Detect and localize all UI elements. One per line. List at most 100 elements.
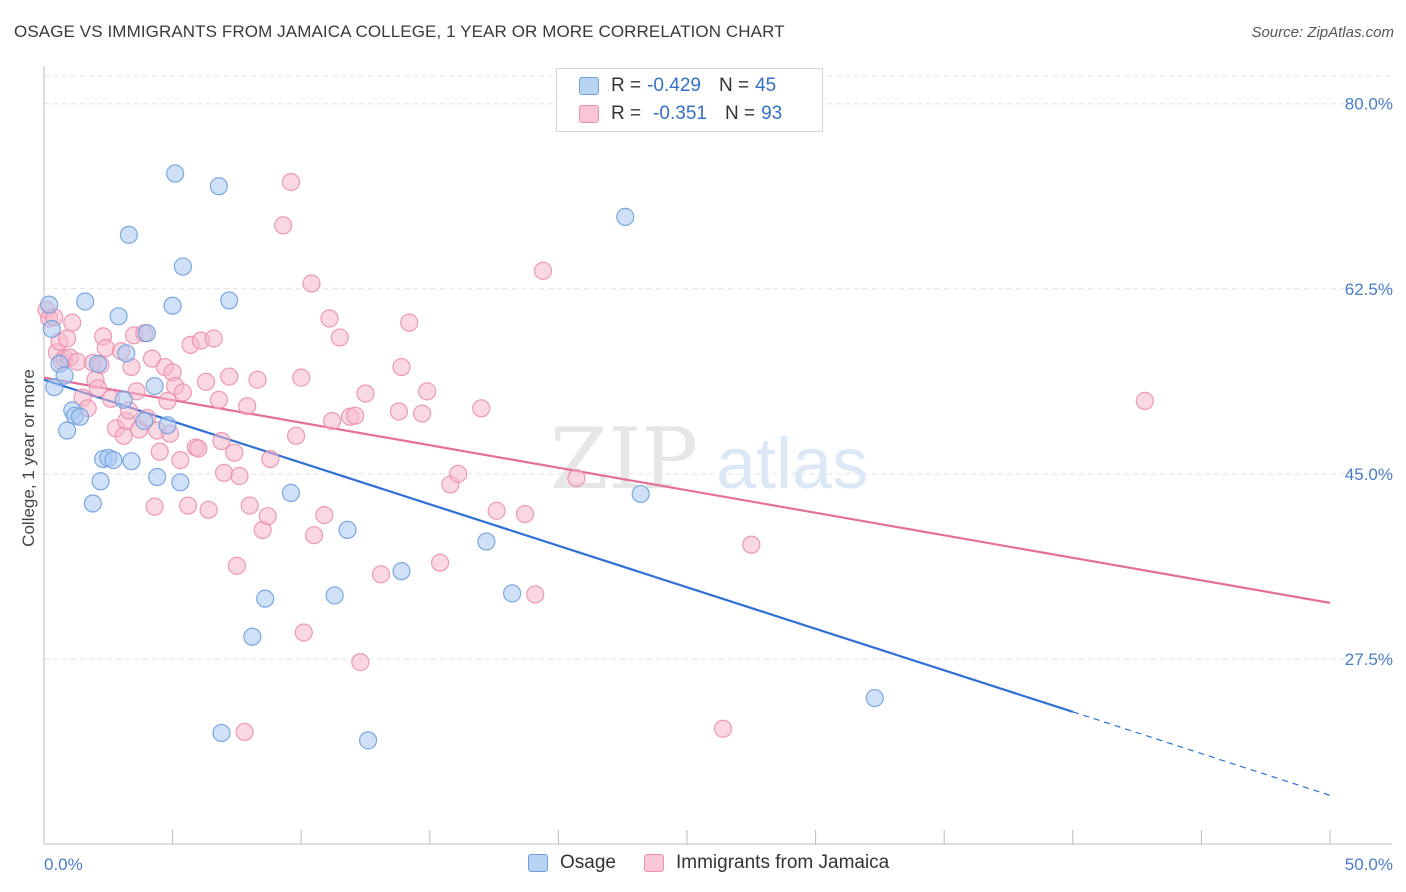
tick-labels: 80.0% 62.5% 45.0% 27.5% 0.0% 50.0% xyxy=(44,95,1393,874)
osage-point xyxy=(358,731,378,750)
osage-point xyxy=(58,421,77,440)
watermark-zip: ZIP xyxy=(550,410,698,508)
osage-point xyxy=(119,225,138,244)
osage-point xyxy=(281,483,301,502)
jamaica-point xyxy=(567,468,586,488)
jamaica-point xyxy=(196,372,216,391)
jamaica-point xyxy=(281,172,301,192)
jamaica-point xyxy=(178,496,198,515)
x-tick-label: 0.0% xyxy=(44,855,83,874)
y-tick-label: 45.0% xyxy=(1345,465,1393,484)
jamaica-point xyxy=(204,329,223,348)
jamaica-point xyxy=(400,313,419,332)
jamaica-point xyxy=(274,216,293,235)
jamaica-point xyxy=(238,397,257,416)
osage-point xyxy=(91,472,110,491)
jamaica-point xyxy=(515,504,535,524)
jamaica-point xyxy=(68,352,87,371)
osage-point xyxy=(117,344,136,363)
r-label: R = xyxy=(611,103,642,124)
legend-item-jamaica[interactable]: Immigrants from Jamaica xyxy=(643,852,890,874)
jamaica-point xyxy=(713,719,733,738)
series-legend: Osage Immigrants from Jamaica xyxy=(528,852,917,874)
jamaica-point xyxy=(292,368,311,387)
osage-swatch xyxy=(528,854,548,872)
legend-label-osage: Osage xyxy=(560,852,616,873)
osage-point xyxy=(477,532,496,551)
jamaica-point xyxy=(63,313,82,332)
y-tick-label: 27.5% xyxy=(1345,650,1393,669)
osage-point xyxy=(135,411,154,431)
osage-point xyxy=(171,473,190,492)
legend-label-jamaica: Immigrants from Jamaica xyxy=(675,852,890,873)
jamaica-point xyxy=(158,391,177,410)
osage-point xyxy=(55,366,74,385)
jamaica-point xyxy=(371,565,391,584)
jamaica-swatch xyxy=(579,105,599,123)
legend-row-osage: R = -0.429 N = 45 xyxy=(579,73,776,99)
jamaica-point xyxy=(58,329,77,348)
osage-point xyxy=(42,319,61,339)
jamaica-point xyxy=(227,556,246,575)
osage-point xyxy=(83,494,102,513)
osage-point xyxy=(212,723,231,743)
jamaica-point xyxy=(412,404,432,423)
n-value-osage: 45 xyxy=(755,75,777,96)
jamaica-point xyxy=(114,426,133,445)
jamaica-point xyxy=(199,500,218,519)
jamaica-point xyxy=(418,382,437,401)
osage-swatch xyxy=(579,77,599,95)
osage-point xyxy=(148,467,167,487)
legend-row-jamaica: R = -0.351 N = 93 xyxy=(579,101,782,127)
jamaica-point xyxy=(150,442,169,461)
jamaica-point xyxy=(212,431,231,451)
jamaica-point xyxy=(173,383,192,402)
osage-point xyxy=(122,452,141,471)
jamaica-point xyxy=(322,411,342,431)
jamaica-point xyxy=(1135,391,1154,410)
jamaica-point xyxy=(351,653,370,672)
legend-item-osage[interactable]: Osage xyxy=(528,852,616,874)
source-credit: Source: ZipAtlas.com xyxy=(1251,24,1394,41)
chart-title: OSAGE VS IMMIGRANTS FROM JAMAICA COLLEGE… xyxy=(14,22,785,41)
correlation-legend: R = -0.429 N = 45 R = -0.351 N = 93 xyxy=(556,68,823,132)
jamaica-point xyxy=(220,367,239,386)
osage-point xyxy=(256,589,275,608)
jamaica-point xyxy=(294,623,313,642)
osage-point xyxy=(209,177,228,196)
jamaica-point xyxy=(330,328,349,347)
r-label: R = xyxy=(611,75,642,96)
n-label: N = xyxy=(724,103,756,124)
osage-point xyxy=(616,207,635,226)
jamaica-point xyxy=(142,349,162,368)
jamaica-point xyxy=(315,506,334,525)
jamaica-point xyxy=(430,553,450,572)
jamaica-point xyxy=(392,357,411,377)
jamaica-point xyxy=(96,338,115,358)
jamaica-point xyxy=(320,309,339,328)
jamaica-point xyxy=(286,426,306,445)
jamaica-point xyxy=(209,390,228,409)
osage-point xyxy=(631,484,650,504)
jamaica-point xyxy=(472,399,491,418)
osage-point xyxy=(145,376,164,396)
jamaica-point xyxy=(214,463,234,482)
osage-point xyxy=(88,354,108,373)
jamaica-point xyxy=(248,370,267,389)
jamaica-point xyxy=(240,496,259,515)
r-value-jamaica: -0.351 xyxy=(653,103,707,124)
data-points xyxy=(37,164,1154,750)
osage-point xyxy=(338,520,357,540)
osage-point xyxy=(137,324,156,343)
grid-lines xyxy=(44,75,1392,660)
y-tick-label: 62.5% xyxy=(1345,280,1393,299)
jamaica-point xyxy=(346,406,365,425)
r-value-osage: -0.429 xyxy=(647,75,701,96)
osage-point xyxy=(865,688,884,708)
n-value-jamaica: 93 xyxy=(761,103,783,124)
jamaica-point xyxy=(304,526,324,545)
osage-point xyxy=(392,562,411,581)
jamaica-point xyxy=(533,261,553,280)
osage-point xyxy=(163,296,182,315)
